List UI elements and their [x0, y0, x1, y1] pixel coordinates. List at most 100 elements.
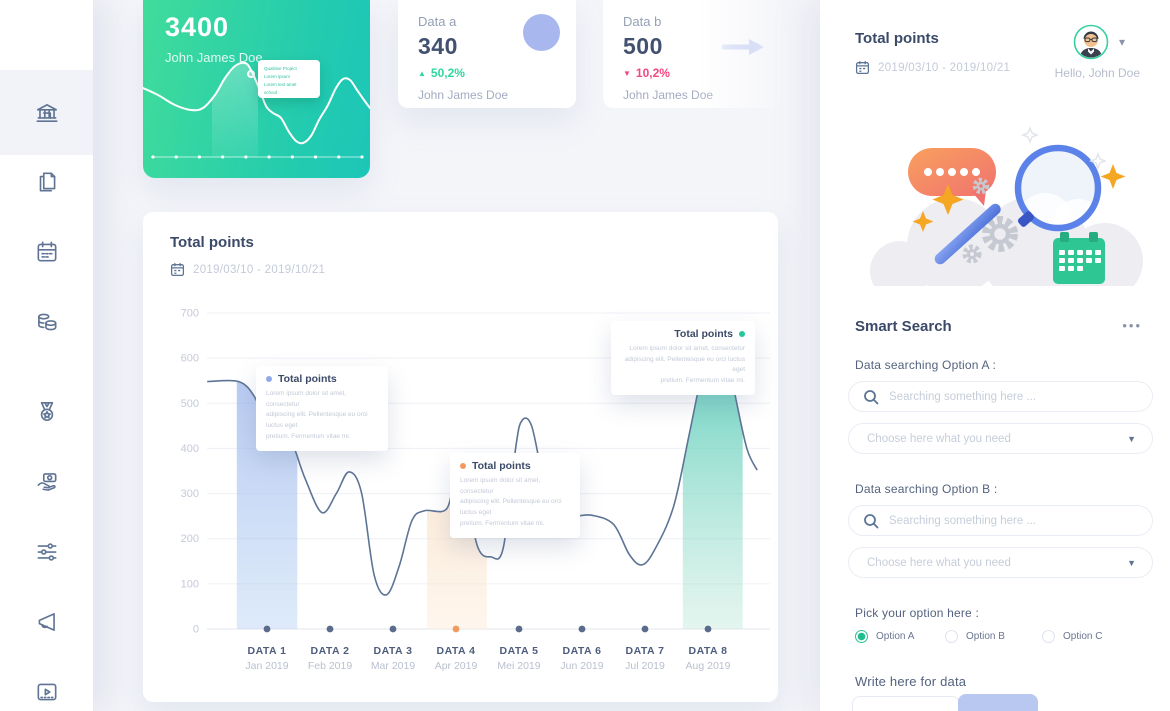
data-b-owner: John James Doe: [623, 88, 714, 102]
mini-tooltip-line: Lorem ipsum: [264, 74, 291, 80]
sidebar-item-medal[interactable]: [0, 382, 93, 442]
svg-text:DATA 2: DATA 2: [311, 645, 350, 657]
chevron-down-icon: ▾: [1119, 35, 1126, 49]
mini-chart-tooltip: Qualitive Project Lorem ipsum Lorem text…: [258, 60, 320, 98]
tooltip-body: Lorem ipsum dolor sit amet, consectetur …: [266, 390, 368, 440]
chart-tooltip-1: Total points Lorem ipsum dolor sit amet,…: [256, 366, 388, 451]
data-a-label: Data a: [418, 14, 457, 29]
svg-text:300: 300: [181, 488, 199, 500]
mini-chart-marker: [247, 70, 255, 78]
radio-option-b[interactable]: Option B: [945, 630, 1042, 643]
radio-group: Option A Option B Option C: [855, 630, 1140, 643]
sidebar-item-video[interactable]: [0, 662, 93, 711]
write-data-label: Write here for data: [855, 674, 967, 689]
radio-dot: [855, 630, 868, 643]
sidebar-item-donation[interactable]: [0, 452, 93, 512]
mini-tooltip-line: Qualitive Project: [264, 66, 297, 71]
speech-bubble-icon: [908, 148, 996, 206]
series-dot-icon: [739, 331, 745, 337]
write-data-submit-button[interactable]: [958, 694, 1038, 711]
svg-text:Jul 2019: Jul 2019: [625, 660, 665, 672]
sidebar-item-bank[interactable]: [0, 70, 93, 155]
data-a-avatar-circle: [523, 14, 560, 51]
select-a-value: Choose here what you need: [867, 432, 1011, 445]
mini-tooltip-line: school: [264, 90, 278, 96]
chart-tooltip-3: Total points Lorem ipsum dolor sit amet,…: [611, 321, 755, 395]
svg-text:DATA 4: DATA 4: [437, 645, 476, 657]
right-panel: Total points 2019/03/10 - 2019/10/21: [820, 0, 1170, 711]
delta-down-icon: ▼: [623, 69, 631, 78]
smart-search-title: Smart Search: [855, 318, 952, 335]
svg-text:600: 600: [181, 353, 199, 365]
select-b[interactable]: Choose here what you need ▼: [848, 547, 1153, 578]
user-menu[interactable]: ▾: [1073, 24, 1125, 60]
summary-card[interactable]: 3400 John James Doe Qualitive Project Lo…: [143, 0, 370, 178]
svg-text:Mar 2019: Mar 2019: [371, 660, 416, 672]
search-icon: [864, 513, 879, 528]
pick-option-label: Pick your option here :: [855, 606, 979, 620]
svg-text:DATA 8: DATA 8: [689, 645, 728, 657]
donation-icon: [37, 473, 56, 491]
data-a-value: 340: [418, 33, 458, 59]
svg-text:DATA 6: DATA 6: [563, 645, 602, 657]
svg-text:Jan 2019: Jan 2019: [245, 660, 288, 672]
right-panel-date-range[interactable]: 2019/03/10 - 2019/10/21: [855, 60, 1010, 75]
sidebar-item-calendar[interactable]: [0, 222, 93, 282]
option-a-label: Data searching Option A :: [855, 358, 997, 372]
sidebar-item-documents[interactable]: [0, 152, 93, 212]
data-a-delta: ▲ 50,2%: [418, 66, 465, 80]
radio-dot: [1042, 630, 1055, 643]
radio-option-a[interactable]: Option A: [855, 630, 945, 643]
svg-text:Feb 2019: Feb 2019: [308, 660, 353, 672]
more-menu-icon[interactable]: •••: [1122, 318, 1142, 333]
sidebar-item-coins[interactable]: [0, 292, 93, 352]
caret-down-icon: ▼: [1127, 557, 1136, 568]
sidebar-item-sliders[interactable]: [0, 522, 93, 582]
tooltip-title: Total points: [460, 460, 570, 472]
svg-text:400: 400: [181, 443, 199, 455]
calendar-small-icon: [855, 61, 870, 75]
user-avatar[interactable]: [1073, 24, 1109, 60]
search-input-b[interactable]: [889, 514, 1138, 527]
summary-value: 3400: [165, 12, 230, 42]
radio-dot: [945, 630, 958, 643]
svg-text:Aug 2019: Aug 2019: [686, 660, 731, 672]
data-b-value: 500: [623, 33, 663, 59]
tooltip-body: Lorem ipsum dolor sit amet, consectetur …: [460, 477, 562, 527]
sidebar: [0, 0, 93, 711]
medal-icon: [40, 401, 53, 421]
video-icon: [37, 683, 56, 701]
right-panel-title: Total points: [855, 30, 939, 47]
green-calendar-icon: [1053, 232, 1105, 284]
svg-text:0: 0: [193, 624, 199, 636]
series-dot-icon: [266, 376, 272, 382]
calendar-small-icon: [170, 263, 185, 277]
option-b-label: Data searching Option B :: [855, 482, 998, 496]
write-data-input[interactable]: [852, 696, 960, 711]
sidebar-item-megaphone[interactable]: [0, 592, 93, 652]
select-a[interactable]: Choose here what you need ▼: [848, 423, 1153, 454]
svg-text:DATA 3: DATA 3: [374, 645, 413, 657]
arrow-right-icon[interactable]: [719, 32, 767, 62]
greeting-text: Hello, John Doe: [1054, 66, 1140, 80]
data-b-card[interactable]: Data b 500 ▼ 10,2% John James Doe: [603, 0, 781, 108]
calendar-icon: [37, 241, 56, 262]
search-input-a[interactable]: [889, 390, 1138, 403]
tooltip-title: Total points: [621, 328, 745, 340]
svg-text:DATA 5: DATA 5: [500, 645, 539, 657]
search-box-a: [848, 381, 1153, 412]
gears-icon: [962, 177, 1018, 264]
svg-text:700: 700: [181, 308, 199, 320]
select-b-value: Choose here what you need: [867, 556, 1011, 569]
chart-date-range[interactable]: 2019/03/10 - 2019/10/21: [170, 262, 325, 277]
svg-text:Apr 2019: Apr 2019: [435, 660, 478, 672]
search-icon: [864, 389, 879, 404]
data-b-delta: ▼ 10,2%: [623, 66, 670, 80]
magnifier-icon: [934, 144, 1102, 265]
documents-icon: [39, 172, 55, 192]
data-a-card[interactable]: Data a 340 ▲ 50,2% John James Doe: [398, 0, 576, 108]
radio-option-c[interactable]: Option C: [1042, 630, 1102, 643]
smart-search-illustration: [860, 126, 1150, 301]
svg-text:DATA 1: DATA 1: [248, 645, 287, 657]
